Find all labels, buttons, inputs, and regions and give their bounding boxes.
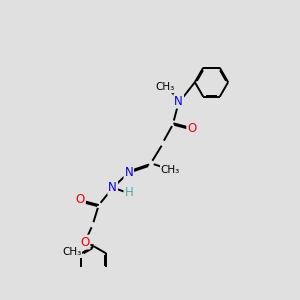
- Text: N: N: [108, 182, 117, 194]
- Text: O: O: [76, 193, 85, 206]
- Text: CH₃: CH₃: [62, 247, 81, 257]
- Text: CH₃: CH₃: [156, 82, 175, 92]
- Text: N: N: [174, 94, 183, 108]
- Text: N: N: [124, 166, 133, 179]
- Text: CH₃: CH₃: [161, 164, 180, 175]
- Text: H: H: [124, 186, 133, 199]
- Text: O: O: [187, 122, 196, 135]
- Text: O: O: [80, 236, 89, 249]
